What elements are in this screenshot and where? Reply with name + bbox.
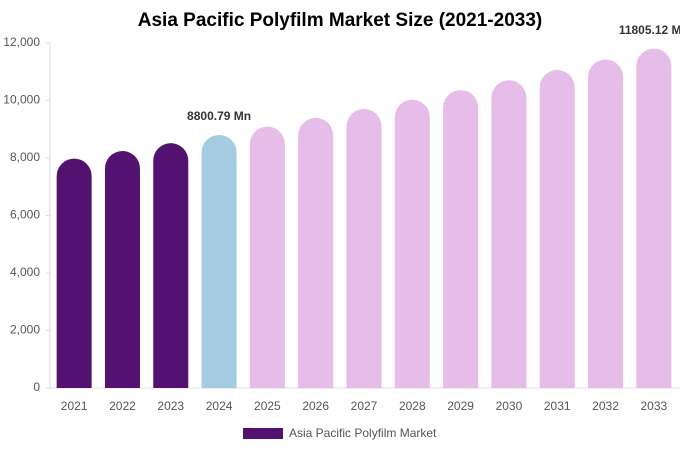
y-tick-label: 10,000 bbox=[3, 93, 40, 107]
y-tick-label: 2,000 bbox=[10, 323, 40, 337]
bar bbox=[394, 99, 430, 388]
bar bbox=[56, 158, 92, 388]
chart-title: Asia Pacific Polyfilm Market Size (2021-… bbox=[138, 10, 542, 31]
x-tick-label: 2024 bbox=[206, 399, 233, 413]
x-tick-label: 2022 bbox=[109, 399, 136, 413]
value-label: 11805.12 Mn bbox=[619, 23, 680, 37]
y-tick-label: 8,000 bbox=[10, 150, 40, 164]
x-tick-label: 2030 bbox=[496, 399, 523, 413]
x-tick-label: 2023 bbox=[157, 399, 184, 413]
x-tick-label: 2033 bbox=[640, 399, 667, 413]
bar bbox=[201, 134, 237, 388]
x-tick-label: 2028 bbox=[399, 399, 426, 413]
value-label: 8800.79 Mn bbox=[187, 109, 251, 123]
bar bbox=[346, 108, 382, 388]
x-tick-label: 2029 bbox=[447, 399, 474, 413]
x-tick-label: 2027 bbox=[351, 399, 378, 413]
x-tick-label: 2025 bbox=[254, 399, 281, 413]
bar bbox=[298, 117, 334, 389]
y-tick-label: 6,000 bbox=[10, 208, 40, 222]
x-tick-label: 2032 bbox=[592, 399, 619, 413]
y-tick-label: 0 bbox=[33, 380, 40, 394]
bar bbox=[443, 90, 479, 388]
legend-label: Asia Pacific Polyfilm Market bbox=[289, 426, 437, 440]
bar bbox=[104, 150, 140, 388]
y-tick-label: 12,000 bbox=[3, 35, 40, 49]
legend-swatch bbox=[243, 428, 283, 439]
x-tick-label: 2031 bbox=[544, 399, 571, 413]
bar bbox=[636, 48, 672, 389]
x-tick-label: 2026 bbox=[302, 399, 329, 413]
y-tick-label: 4,000 bbox=[10, 265, 40, 279]
bar bbox=[588, 59, 624, 388]
x-tick-label: 2021 bbox=[61, 399, 88, 413]
bar bbox=[153, 143, 189, 388]
bar bbox=[249, 126, 285, 389]
bar bbox=[539, 69, 575, 388]
bar bbox=[491, 80, 527, 389]
